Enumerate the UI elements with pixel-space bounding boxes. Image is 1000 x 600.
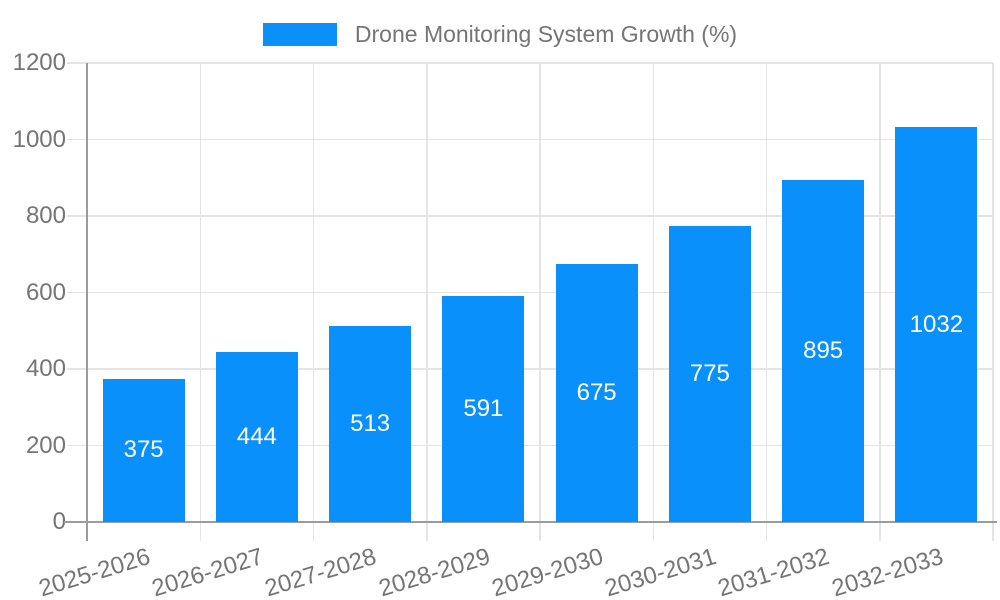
x-axis-tick-label: 2028-2029 bbox=[375, 543, 493, 600]
y-axis-tick-label: 200 bbox=[25, 431, 66, 459]
gridline-horizontal bbox=[67, 138, 993, 141]
y-axis-line bbox=[86, 63, 88, 541]
legend[interactable]: Drone Monitoring System Growth (%) bbox=[0, 20, 1000, 48]
legend-swatch bbox=[262, 22, 337, 46]
gridline-vertical bbox=[879, 63, 881, 541]
y-axis-tick-label: 600 bbox=[25, 278, 66, 306]
bar-value-label: 513 bbox=[350, 409, 391, 437]
gridline-vertical bbox=[992, 63, 994, 541]
x-axis-line bbox=[64, 521, 997, 523]
gridline-vertical bbox=[199, 63, 201, 541]
bar-value-label: 444 bbox=[236, 423, 277, 451]
x-axis-tick-label: 2032-2033 bbox=[828, 543, 946, 600]
y-axis-tick-label: 400 bbox=[25, 355, 66, 382]
bar-2032-2033: 1032 bbox=[895, 127, 978, 522]
y-axis-tick-label: 0 bbox=[52, 508, 66, 535]
gridline-vertical bbox=[652, 63, 654, 541]
x-axis-tick-label: 2030-2031 bbox=[601, 543, 720, 600]
x-axis-tick-label: 2029-2030 bbox=[488, 543, 607, 600]
legend-label: Drone Monitoring System Growth (%) bbox=[354, 20, 738, 47]
x-axis-tick-label: 2025-2026 bbox=[35, 543, 154, 600]
bar-2031-2032: 895 bbox=[782, 179, 865, 522]
gridline-vertical bbox=[539, 63, 541, 541]
gridline-horizontal bbox=[67, 444, 993, 447]
bar-value-label: 775 bbox=[689, 359, 730, 387]
x-axis-tick-label: 2031-2032 bbox=[715, 543, 833, 600]
bar-2029-2030: 675 bbox=[555, 263, 638, 522]
gridline-horizontal bbox=[67, 62, 993, 64]
gridline-horizontal bbox=[67, 368, 993, 370]
gridline-vertical bbox=[312, 63, 315, 541]
bar-2027-2028: 513 bbox=[329, 325, 412, 522]
gridline-vertical bbox=[765, 63, 768, 541]
y-axis-tick-label: 800 bbox=[25, 202, 66, 229]
x-axis-tick-label: 2027-2028 bbox=[262, 543, 380, 600]
gridline-horizontal bbox=[67, 215, 993, 217]
gridline-horizontal bbox=[67, 291, 993, 294]
gridline-vertical bbox=[426, 63, 428, 541]
bar-value-label: 375 bbox=[123, 436, 164, 464]
y-axis-tick-label: 1200 bbox=[12, 49, 66, 76]
bar-value-label: 591 bbox=[463, 394, 504, 422]
x-axis-tick-label: 2026-2027 bbox=[148, 543, 267, 600]
bar-value-label: 895 bbox=[803, 336, 844, 364]
bar-2026-2027: 444 bbox=[215, 352, 298, 522]
bar-2028-2029: 591 bbox=[442, 295, 525, 522]
y-axis-tick-label: 1000 bbox=[12, 125, 66, 153]
bar-value-label: 1032 bbox=[909, 310, 964, 338]
bar-value-label: 675 bbox=[576, 378, 617, 406]
bar-2030-2031: 775 bbox=[668, 225, 751, 522]
bar-2025-2026: 375 bbox=[102, 378, 185, 522]
